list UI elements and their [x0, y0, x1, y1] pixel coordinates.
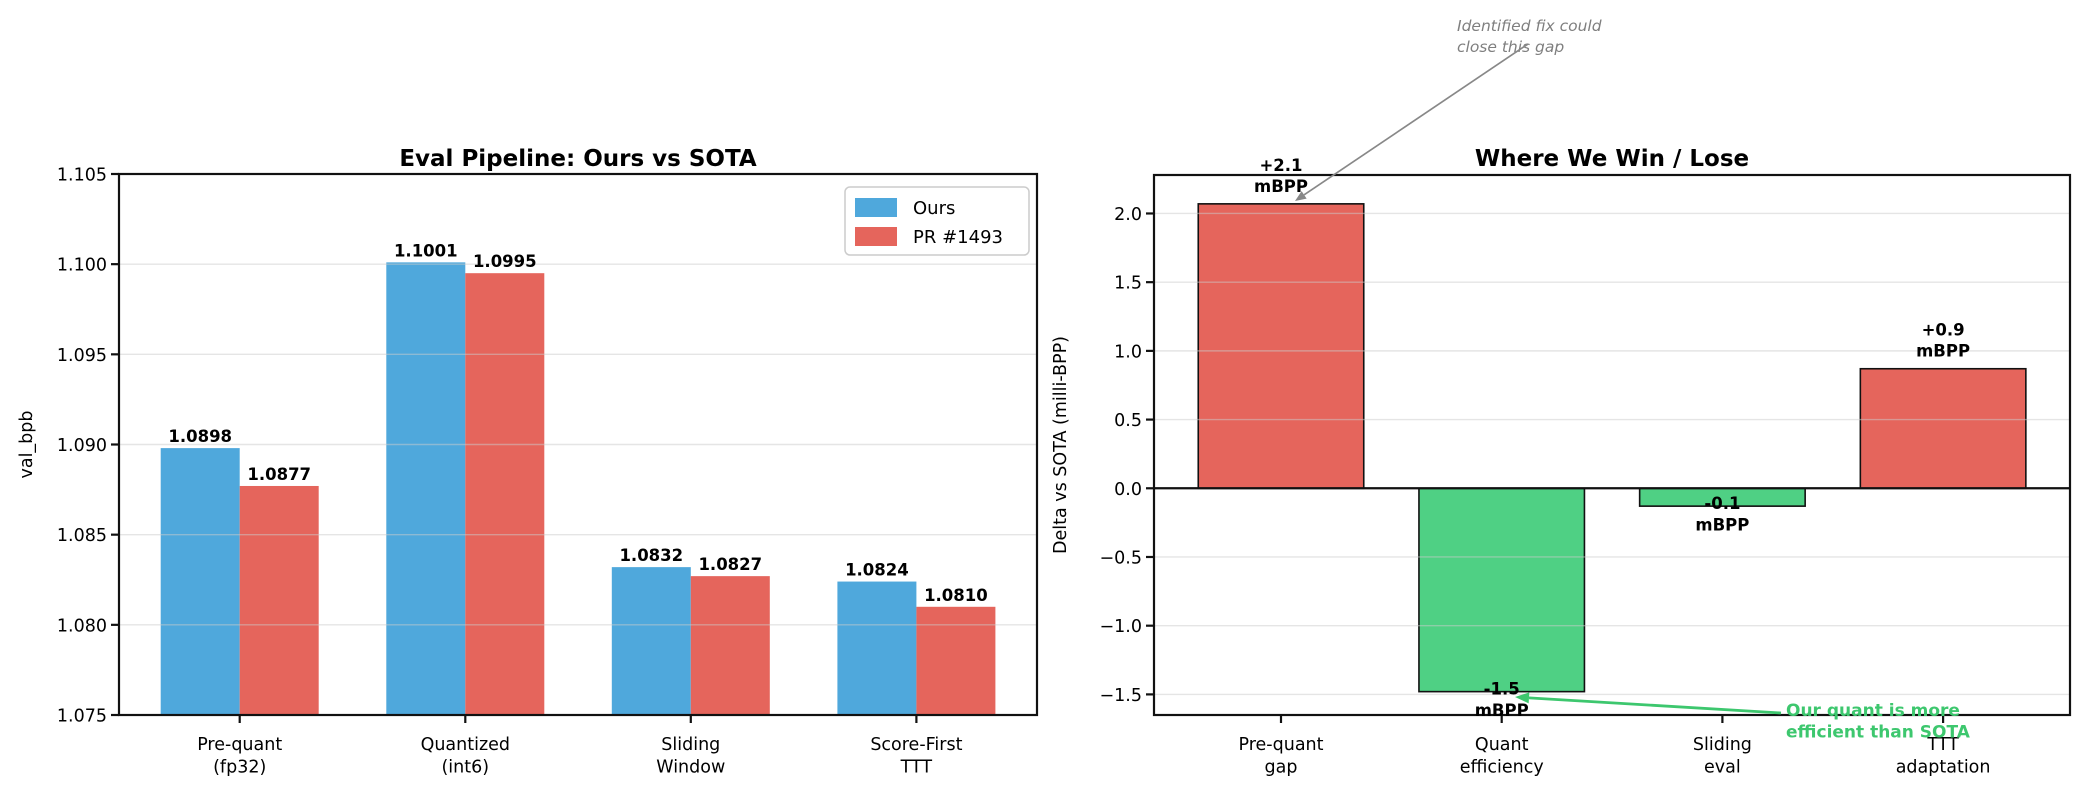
ytick-label: 0.0 — [1114, 480, 1142, 500]
xtick-label: Quantized — [421, 735, 510, 755]
xtick-label: Sliding — [1693, 735, 1752, 755]
bar-value-label: 1.0824 — [845, 561, 909, 580]
bar-value-label: 1.0898 — [168, 427, 232, 446]
xtick-label: Quant — [1475, 735, 1529, 755]
right-chart: −1.5 −1.0 −0.5 0.0 0.5 1.0 1.5 2.0 Pre-quant gap Q… — [1051, 17, 2072, 778]
bar-value-label: 1.0995 — [473, 252, 537, 271]
ytick-label: 2.0 — [1114, 205, 1142, 225]
legend: Ours PR #1493 — [844, 186, 1030, 256]
xtick-label: Pre-quant — [197, 735, 282, 755]
xtick-label: efficiency — [1460, 758, 1544, 778]
xtick-label: gap — [1265, 758, 1298, 778]
xtick-label: Pre-quant — [1238, 735, 1323, 755]
ytick-label: 1.085 — [57, 526, 107, 546]
annotation-arrow-fix-gap-head — [1295, 191, 1307, 201]
bar-value-label: mBPP — [1475, 701, 1529, 720]
ytick-label: 1.100 — [57, 256, 107, 276]
bar-value-label: 1.0827 — [698, 555, 762, 574]
legend-label: Ours — [913, 198, 955, 219]
left-chart: 1.075 1.080 1.085 1.090 1.095 1.100 1.105 Pre-q… — [17, 146, 1039, 778]
annotation-text-fix-gap: Identified fix could — [1457, 17, 1602, 35]
ytick-label: 1.080 — [57, 616, 107, 636]
annotation-arrow-quant-efficiency-head — [1515, 692, 1530, 704]
xtick-label: adaptation — [1896, 758, 1991, 778]
bar-value-label: mBPP — [1916, 342, 1970, 361]
bar-value-label: 1.0810 — [924, 586, 988, 605]
ytick-label: 1.095 — [57, 346, 107, 366]
y-axis-label: Delta vs SOTA (milli-BPP) — [1051, 336, 1071, 554]
bar-value-label: 1.0877 — [247, 465, 311, 484]
chart-title: Eval Pipeline: Ours vs SOTA — [399, 146, 757, 172]
bar-value-label: -1.5 — [1484, 680, 1520, 699]
bar — [690, 576, 770, 715]
ytick-label: 1.090 — [57, 436, 107, 456]
legend-swatch — [855, 227, 897, 246]
bar-value-label: 1.0832 — [619, 546, 683, 565]
bar — [239, 485, 319, 715]
ytick-label: −1.0 — [1100, 617, 1143, 637]
bar — [465, 273, 545, 715]
legend-swatch — [855, 198, 897, 217]
ytick-label: 1.5 — [1114, 274, 1142, 294]
annotation-text-quant-efficiency: Our quant is more — [1786, 701, 1960, 721]
xtick-label: eval — [1704, 758, 1741, 778]
bar-value-label: +0.9 — [1922, 321, 1965, 340]
ytick-label: 0.5 — [1114, 411, 1142, 431]
legend-label: PR #1493 — [913, 227, 1003, 248]
xtick-label: Window — [656, 758, 725, 778]
bar-value-label: mBPP — [1695, 516, 1749, 535]
xtick-label: (int6) — [441, 758, 489, 778]
annotation-arrow-quant-efficiency — [1528, 696, 1782, 715]
xtick-label: TTT — [1926, 735, 1959, 755]
ytick-label: −1.5 — [1100, 686, 1143, 706]
xtick-label: (fp32) — [213, 758, 266, 778]
annotation-text-quant-efficiency: efficient than SOTA — [1786, 723, 1971, 743]
bar-value-label: -0.1 — [1704, 494, 1740, 513]
bar — [386, 262, 466, 715]
bar — [916, 606, 996, 715]
y-axis-label: val_bpb — [17, 410, 37, 478]
annotation-arrow-fix-gap — [1303, 43, 1529, 196]
xtick-label: Score-First — [870, 735, 962, 755]
ytick-label: 1.105 — [57, 166, 107, 186]
bar — [611, 567, 691, 715]
ytick-label: 1.075 — [57, 707, 107, 727]
bar-value-label: 1.1001 — [394, 241, 458, 260]
bar — [1418, 487, 1586, 693]
xtick-label: Sliding — [661, 735, 720, 755]
bar — [160, 448, 240, 715]
bar-value-label: mBPP — [1254, 177, 1308, 196]
axis-spine — [1152, 173, 2072, 717]
annotation-text-fix-gap: close this gap — [1457, 38, 1564, 56]
bar — [837, 581, 917, 715]
xtick-label: TTT — [900, 758, 933, 778]
bar-value-label: +2.1 — [1259, 156, 1302, 175]
chart-title: Where We Win / Lose — [1475, 146, 1749, 172]
bar — [1197, 203, 1365, 490]
ytick-label: −0.5 — [1100, 548, 1143, 568]
ytick-label: 1.0 — [1114, 342, 1142, 362]
bar — [1859, 367, 2027, 490]
